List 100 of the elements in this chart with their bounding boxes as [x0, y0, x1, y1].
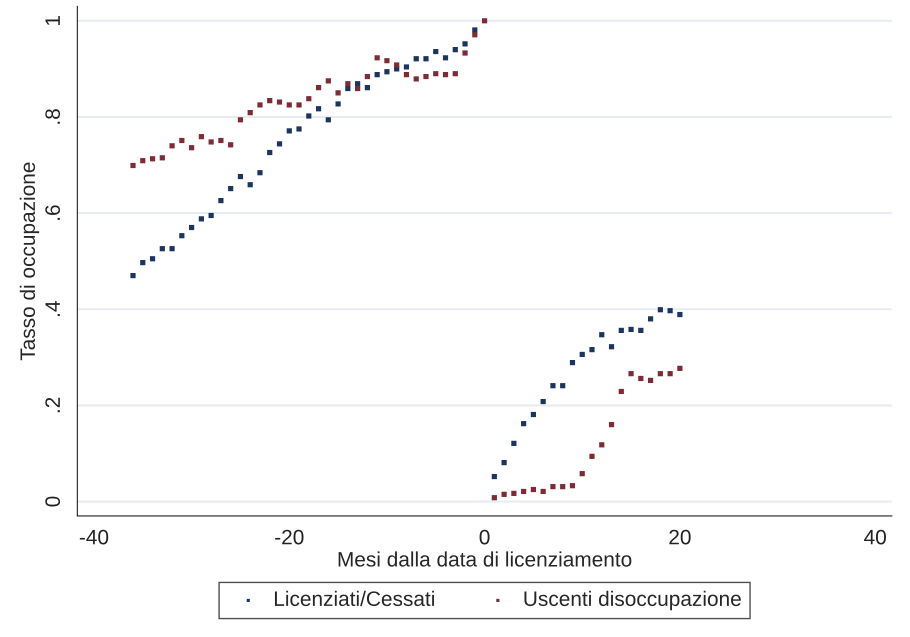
point — [580, 471, 585, 476]
y-tick-label: 1 — [46, 16, 60, 25]
point — [355, 81, 360, 86]
point — [618, 388, 624, 394]
point — [248, 182, 253, 188]
point — [394, 62, 400, 68]
point — [452, 47, 458, 52]
x-tick-label: 40 — [864, 530, 886, 544]
point — [140, 158, 146, 164]
point — [404, 64, 410, 70]
point — [238, 117, 244, 122]
x-tick-label: 0 — [480, 530, 490, 544]
point — [433, 71, 438, 76]
point — [628, 371, 634, 376]
point — [580, 352, 585, 358]
point — [560, 484, 566, 490]
point — [326, 78, 331, 84]
point — [472, 27, 478, 33]
x-tick-label: 20 — [669, 530, 691, 544]
point — [189, 224, 194, 230]
point — [374, 72, 380, 78]
point — [286, 102, 292, 108]
x-tick-label: -20 — [275, 530, 304, 544]
point — [608, 422, 614, 428]
point — [550, 383, 556, 388]
point — [502, 460, 507, 466]
point — [257, 102, 263, 108]
point — [169, 143, 175, 148]
point — [364, 85, 370, 90]
point — [276, 141, 282, 146]
point — [414, 76, 419, 82]
point — [570, 360, 576, 366]
y-axis-title: Tasso di occupazione — [20, 162, 40, 360]
point — [306, 113, 312, 119]
point — [189, 145, 194, 150]
point — [648, 378, 654, 383]
point — [521, 488, 526, 494]
point — [442, 72, 448, 78]
point — [423, 56, 429, 62]
point — [677, 366, 682, 371]
point — [276, 99, 282, 105]
point — [248, 110, 253, 116]
point — [335, 101, 341, 107]
point — [326, 117, 331, 122]
y-tick-label: .8 — [45, 109, 60, 124]
point — [198, 134, 204, 140]
point — [130, 162, 136, 168]
point — [560, 383, 566, 388]
point — [150, 256, 156, 262]
point — [179, 233, 184, 238]
point — [160, 155, 165, 160]
point — [511, 490, 516, 496]
point — [648, 316, 654, 322]
point — [589, 347, 595, 352]
point — [608, 344, 614, 350]
point — [218, 198, 224, 204]
point — [257, 170, 263, 176]
point — [442, 55, 448, 60]
point — [530, 486, 536, 492]
x-tick-label: -40 — [80, 530, 108, 544]
point — [208, 212, 214, 218]
point — [677, 312, 682, 318]
point — [570, 483, 576, 488]
point — [179, 138, 184, 144]
y-tick-label: .2 — [45, 398, 60, 412]
point — [462, 41, 468, 46]
point — [414, 56, 419, 62]
point — [228, 142, 234, 148]
point — [335, 90, 341, 96]
point — [628, 326, 634, 332]
point — [316, 106, 322, 112]
point — [452, 71, 458, 76]
point — [540, 488, 546, 494]
point — [492, 495, 497, 500]
point — [668, 371, 673, 376]
point — [668, 308, 673, 314]
point — [150, 156, 156, 162]
point — [589, 454, 595, 459]
point — [599, 332, 604, 338]
point — [658, 307, 663, 312]
point — [228, 186, 234, 192]
point — [540, 398, 546, 404]
point — [423, 74, 429, 80]
point — [364, 74, 370, 80]
point — [218, 138, 224, 144]
point — [306, 96, 312, 102]
point — [286, 128, 292, 134]
point — [638, 376, 644, 382]
point — [267, 98, 272, 104]
point — [296, 126, 302, 132]
point — [355, 86, 360, 92]
point — [521, 421, 526, 426]
point — [238, 174, 244, 180]
point — [345, 81, 350, 86]
y-tick-label: .6 — [45, 205, 60, 220]
point — [140, 260, 146, 266]
point — [433, 48, 438, 54]
point — [384, 69, 390, 74]
point — [462, 50, 468, 56]
point — [384, 58, 390, 64]
